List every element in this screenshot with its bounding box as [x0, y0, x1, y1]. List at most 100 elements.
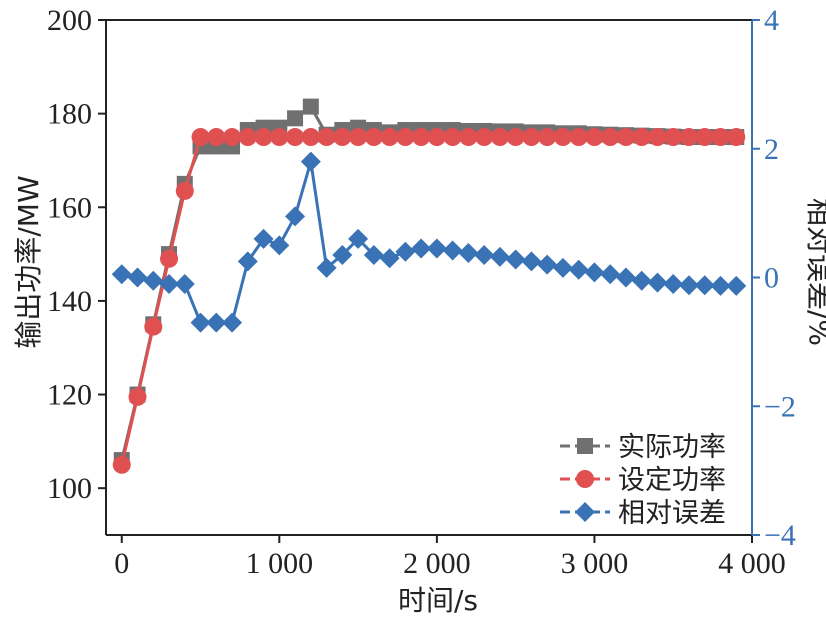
y-left-tick-label: 120 — [47, 379, 92, 412]
data-point-diamond — [111, 264, 132, 285]
data-point-circle — [412, 128, 431, 147]
data-point-circle — [459, 128, 478, 147]
x-tick-label: 4 000 — [718, 547, 786, 580]
data-point-circle — [128, 387, 147, 406]
data-point-diamond — [190, 312, 211, 333]
data-point-diamond — [552, 257, 573, 278]
data-point-diamond — [348, 228, 369, 249]
data-point-diamond — [159, 273, 180, 294]
data-point-circle — [270, 128, 289, 147]
data-point-diamond — [584, 262, 605, 283]
data-point-circle — [317, 128, 336, 147]
data-point-circle — [144, 317, 163, 336]
data-point-diamond — [332, 244, 353, 265]
data-point-circle — [207, 128, 226, 147]
data-point-circle — [569, 128, 588, 147]
data-point-diamond — [222, 312, 243, 333]
axis-labels: 时间/s 输出功率/MW 相对误差/% — [12, 175, 826, 617]
legend-label: 相对误差 — [618, 498, 726, 529]
data-point-diamond — [537, 254, 558, 275]
legend-entry: 实际功率 — [560, 432, 726, 463]
series-line — [121, 161, 737, 325]
data-point-circle — [522, 128, 541, 147]
data-point-diamond — [206, 312, 227, 333]
data-point-circle — [396, 128, 415, 147]
y-right-tick-label: 0 — [764, 262, 779, 295]
data-point-diamond — [615, 267, 636, 288]
data-point-diamond — [237, 251, 258, 272]
data-point-diamond — [316, 257, 337, 278]
data-point-diamond — [568, 259, 589, 280]
data-point-circle — [727, 128, 746, 147]
data-point-circle — [506, 128, 525, 147]
series-diamond — [111, 151, 747, 333]
data-point-circle — [254, 128, 273, 147]
data-point-diamond — [143, 270, 164, 291]
y-left-tick-label: 200 — [47, 4, 92, 37]
data-point-diamond — [647, 272, 668, 293]
x-axis-label: 时间/s — [398, 584, 478, 617]
data-point-square — [287, 110, 304, 127]
y-right-tick-label: 4 — [764, 4, 779, 37]
data-point-diamond — [505, 249, 526, 270]
y-left-tick-label: 180 — [47, 98, 92, 131]
x-tick-label: 2 000 — [403, 547, 471, 580]
data-point-diamond — [521, 251, 542, 272]
data-point-circle — [632, 128, 651, 147]
data-point-diamond — [474, 244, 495, 265]
data-point-circle — [679, 128, 698, 147]
y-left-tick-label: 100 — [47, 472, 92, 505]
y-left-tick-label: 140 — [47, 285, 92, 318]
data-point-diamond — [663, 273, 684, 294]
data-point-diamond — [395, 241, 416, 262]
y-axis-right-label: 相对误差/% — [803, 198, 826, 346]
y-left-tick-label: 160 — [47, 191, 92, 224]
data-point-circle — [553, 128, 572, 147]
data-point-diamond — [285, 206, 306, 227]
data-point-circle — [238, 128, 257, 147]
data-point-diamond — [426, 238, 447, 259]
series-circle — [112, 128, 746, 474]
ticks: 0 1 000 2 000 3 000 4 000 100 120 140 160 180 200 −… — [47, 4, 796, 580]
x-tick-label: 3 000 — [561, 547, 629, 580]
data-point-diamond — [411, 238, 432, 259]
data-point-diamond — [489, 246, 510, 267]
data-point-circle — [427, 128, 446, 147]
data-point-circle — [223, 128, 242, 147]
data-point-circle — [664, 128, 683, 147]
data-point-diamond — [127, 267, 148, 288]
data-point-diamond — [600, 264, 621, 285]
legend-marker-circle — [576, 470, 594, 488]
series-line — [120, 135, 737, 466]
data-point-diamond — [458, 243, 479, 264]
y-axis-left-label: 输出功率/MW — [12, 175, 45, 348]
data-point-circle — [695, 128, 714, 147]
data-point-diamond — [379, 248, 400, 269]
data-point-circle — [601, 128, 620, 147]
data-point-circle — [711, 128, 730, 147]
data-point-circle — [175, 181, 194, 200]
legend-entry: 相对误差 — [560, 498, 726, 529]
data-point-circle — [490, 128, 509, 147]
series-layer — [111, 98, 747, 474]
data-point-circle — [349, 128, 368, 147]
legend-label: 实际功率 — [618, 432, 726, 463]
data-point-circle — [648, 128, 667, 147]
data-point-circle — [475, 128, 494, 147]
data-point-circle — [333, 128, 352, 147]
legend-marker-diamond — [575, 502, 595, 522]
data-point-diamond — [442, 240, 463, 261]
data-point-diamond — [726, 275, 747, 296]
data-point-square — [302, 98, 319, 115]
data-point-diamond — [253, 228, 274, 249]
data-point-diamond — [269, 235, 290, 256]
data-point-circle — [616, 128, 635, 147]
data-point-diamond — [300, 151, 321, 172]
data-point-circle — [286, 128, 305, 147]
data-point-circle — [585, 128, 604, 147]
data-point-circle — [160, 249, 179, 268]
y-right-tick-label: 2 — [764, 133, 779, 166]
data-point-circle — [380, 128, 399, 147]
